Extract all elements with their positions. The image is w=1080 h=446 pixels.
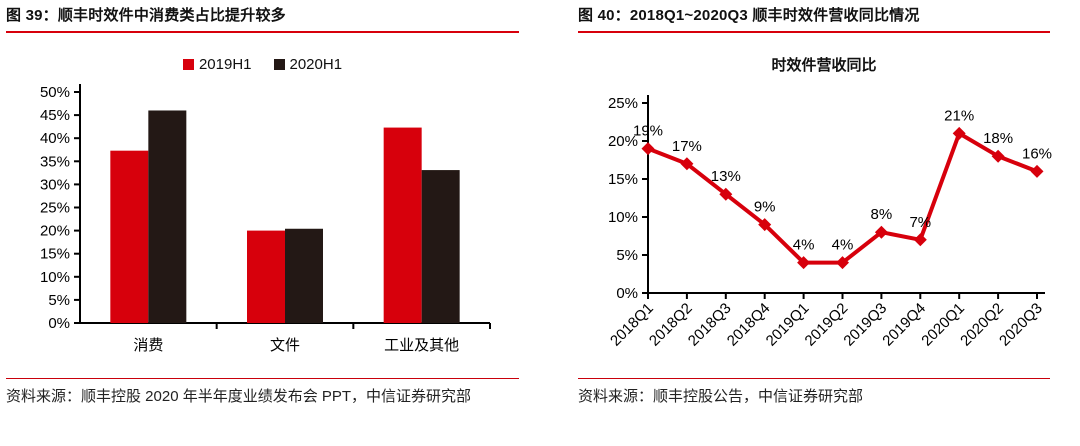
data-point-label: 7% <box>909 214 931 231</box>
data-point-marker <box>913 233 927 247</box>
y-tick-label: 10% <box>40 269 70 286</box>
data-point-label: 8% <box>871 206 893 223</box>
data-point-marker <box>797 256 811 270</box>
data-point-label: 18% <box>983 130 1013 147</box>
data-point-label: 16% <box>1022 145 1052 162</box>
data-point-marker <box>836 256 849 270</box>
y-tick-label: 5% <box>48 292 70 309</box>
legend-swatch-2020h1-icon <box>273 59 285 70</box>
bar-chart-legend: 2019H1 2020H1 <box>6 56 519 73</box>
data-point-label: 9% <box>754 199 776 216</box>
data-point-label: 13% <box>711 168 741 185</box>
figure-40-title: 图 40：2018Q1~2020Q3 顺丰时效件营收同比情况 <box>578 4 1050 33</box>
figure-40-source: 资料来源：顺丰控股公告，中信证券研究部 <box>578 378 1050 409</box>
legend-item-2020h1: 2020H1 <box>273 56 343 73</box>
y-tick-label: 15% <box>608 171 638 188</box>
y-tick-label: 35% <box>40 153 70 170</box>
data-point-label: 4% <box>832 237 854 254</box>
bar-2019H1-2 <box>383 127 422 323</box>
y-tick-label: 20% <box>608 133 638 150</box>
data-point-marker <box>680 157 694 171</box>
y-tick-label: 50% <box>40 84 70 101</box>
x-category-label: 工业及其他 <box>384 337 459 354</box>
line-chart: 0%5%10%15%20%25%2018Q12018Q22018Q32018Q4… <box>607 95 1052 350</box>
bar-chart: 0% 5% 10% 15% 20% 25% 30% 35% 40% 45% 50% 消费 文件 工业及其他 <box>40 84 491 354</box>
data-point-marker <box>758 218 772 232</box>
legend-label-2020h1: 2020H1 <box>289 56 343 73</box>
y-tick-label: 25% <box>608 95 638 112</box>
legend-swatch-2019h1-icon <box>182 59 194 70</box>
legend-label-2019h1: 2019H1 <box>198 56 252 73</box>
data-point-marker <box>874 225 888 239</box>
y-tick-label: 0% <box>616 285 638 302</box>
y-tick-label: 20% <box>40 223 70 240</box>
data-point-marker <box>1030 164 1044 178</box>
bar-2020H1-2 <box>421 170 460 323</box>
y-tick-label: 30% <box>40 176 70 193</box>
y-tick-label: 25% <box>40 200 70 217</box>
data-point-label: 19% <box>633 123 663 140</box>
y-tick-label: 40% <box>40 130 70 147</box>
line-chart-title: 时效件营收同比 <box>771 57 877 74</box>
data-point-marker <box>991 149 1005 163</box>
figure-39-source: 资料来源：顺丰控股 2020 年半年度业绩发布会 PPT，中信证券研究部 <box>6 378 519 409</box>
x-category-label: 文件 <box>270 337 300 354</box>
y-tick-label: 15% <box>40 246 70 263</box>
bar-2020H1-1 <box>285 228 323 323</box>
bar-2019H1-1 <box>247 230 285 323</box>
data-point-marker <box>719 187 733 201</box>
y-tick-label: 45% <box>40 107 70 124</box>
legend-item-2019h1: 2019H1 <box>182 56 252 73</box>
x-category-label: 消费 <box>133 337 163 354</box>
y-tick-label: 5% <box>616 247 638 264</box>
data-point-label: 4% <box>793 237 815 254</box>
y-tick-label: 10% <box>608 209 638 226</box>
y-tick-label: 0% <box>48 315 70 332</box>
bar-2019H1-0 <box>110 150 149 323</box>
data-point-marker <box>641 142 655 156</box>
data-point-label: 21% <box>944 107 974 124</box>
data-point-label: 17% <box>672 138 702 155</box>
figure-39-title: 图 39：顺丰时效件中消费类占比提升较多 <box>6 4 519 33</box>
x-category-label: 2020Q3 <box>996 300 1046 350</box>
bar-2020H1-0 <box>148 110 187 323</box>
